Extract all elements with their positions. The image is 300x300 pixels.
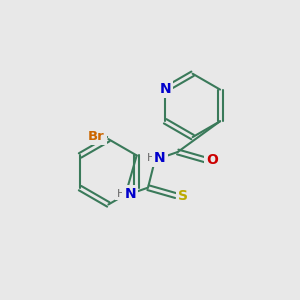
Text: N: N bbox=[159, 82, 171, 96]
Text: O: O bbox=[206, 153, 218, 167]
Text: N: N bbox=[154, 151, 166, 165]
Text: H: H bbox=[117, 189, 125, 199]
Text: H: H bbox=[147, 153, 155, 163]
Text: S: S bbox=[178, 189, 188, 202]
Text: N: N bbox=[124, 187, 136, 201]
Text: Br: Br bbox=[88, 130, 105, 142]
